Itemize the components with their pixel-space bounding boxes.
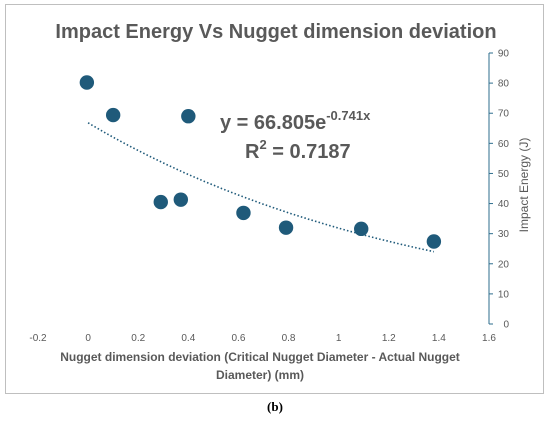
equation-base: y = 66.805e xyxy=(220,112,326,134)
x-tick-label: -0.2 xyxy=(29,333,47,344)
y-tick-label: 40 xyxy=(498,199,510,210)
data-point xyxy=(354,221,369,237)
data-point xyxy=(278,220,294,235)
chart-title: Impact Energy Vs Nugget dimension deviat… xyxy=(55,21,496,43)
x-tick-label: 1.2 xyxy=(382,333,396,344)
trendline-equation: y = 66.805e-0.741x xyxy=(220,108,371,134)
scatter-chart: Impact Energy Vs Nugget dimension deviat… xyxy=(29,21,531,382)
x-tick-label: 1.6 xyxy=(482,333,496,344)
data-point xyxy=(236,205,251,221)
data-point xyxy=(79,75,95,90)
y-tick-marks xyxy=(489,52,493,325)
y-tick-label: 60 xyxy=(498,139,510,150)
x-tick-label: 0.6 xyxy=(231,333,245,344)
x-tick-labels: -0.2 0 0.2 0.4 0.6 0.8 1 1.2 1.4 1.6 xyxy=(29,333,496,344)
r-squared-value: = 0.7187 xyxy=(267,141,351,163)
r-squared-power: 2 xyxy=(259,137,266,152)
data-point xyxy=(153,194,168,210)
x-tick-label: 1 xyxy=(336,333,342,344)
x-tick-label: 0.2 xyxy=(131,333,145,344)
data-point xyxy=(426,234,442,249)
r-squared-label: R2 = 0.7187 xyxy=(245,137,351,163)
y-tick-label: 80 xyxy=(498,79,510,90)
equation-exponent: -0.741x xyxy=(326,108,371,123)
x-tick-label: 0.8 xyxy=(282,333,296,344)
y-tick-label: 30 xyxy=(498,229,510,240)
r-squared-r: R xyxy=(245,141,260,163)
figure-caption: (b) xyxy=(267,399,283,414)
y-tick-label: 70 xyxy=(498,109,510,120)
y-tick-label: 50 xyxy=(498,169,510,180)
x-tick-label: 1.4 xyxy=(432,333,446,344)
y-tick-label: 10 xyxy=(498,289,510,300)
chart-area: Impact Energy Vs Nugget dimension deviat… xyxy=(5,4,544,394)
exponential-trendline xyxy=(87,122,435,253)
data-point xyxy=(181,109,196,124)
x-axis-title-line-1: Nugget dimension deviation (Critical Nug… xyxy=(60,350,460,364)
y-tick-label: 0 xyxy=(503,320,509,331)
y-tick-labels: 0 10 20 30 40 50 60 70 80 90 xyxy=(498,49,510,331)
x-tick-label: 0.4 xyxy=(181,333,195,344)
data-point xyxy=(105,107,121,123)
y-axis-title: Impact Energy (J) xyxy=(517,138,531,233)
x-axis-title-line-2: Diameter) (mm) xyxy=(216,368,304,382)
data-points xyxy=(79,75,442,249)
y-tick-label: 20 xyxy=(498,259,510,270)
y-tick-label: 90 xyxy=(498,49,510,60)
data-point xyxy=(173,192,189,207)
x-tick-label: 0 xyxy=(85,333,91,344)
